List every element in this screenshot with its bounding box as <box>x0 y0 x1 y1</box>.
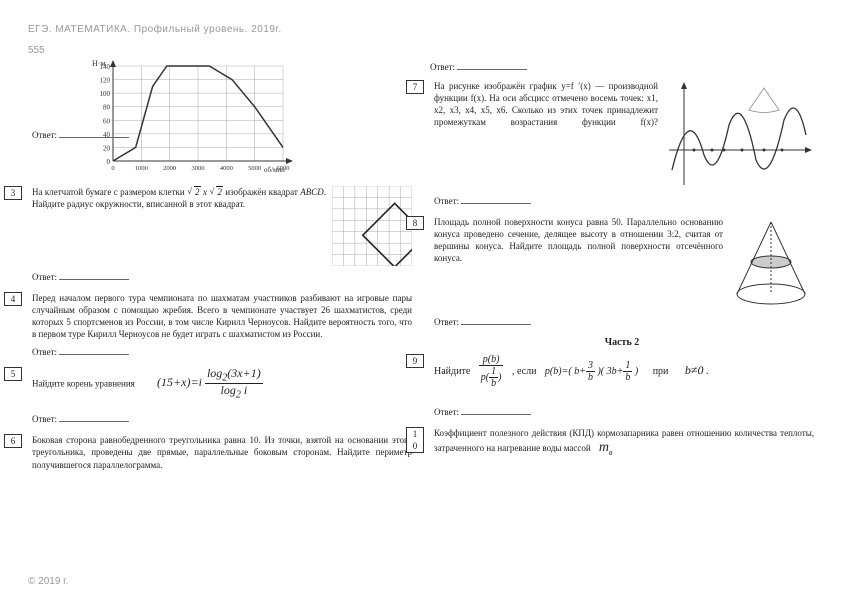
q8-answer: Ответ: <box>434 317 814 327</box>
part2-heading: Часть 2 <box>430 337 814 348</box>
svg-text:3000: 3000 <box>192 165 205 172</box>
q10-text: Коэффициент полезного действия (КПД) кор… <box>434 427 814 459</box>
torque-chart: Н·м 140120100806040200010002000300040005… <box>88 56 298 176</box>
q3-answer: Ответ: <box>32 272 412 282</box>
svg-text:20: 20 <box>103 144 111 152</box>
svg-text:80: 80 <box>103 104 111 112</box>
q3-number: 3 <box>4 186 22 200</box>
q6-number: 6 <box>4 434 22 448</box>
content-columns: Н·м 140120100806040200010002000300040005… <box>28 56 814 556</box>
q7-block: 7 На рисунке изображён график y=f ′(x <box>430 80 814 206</box>
q5-text: Найдите корень уравнения (15+x)=i log2(3… <box>32 367 412 401</box>
q3-block: 3 На клетчатой бумаге с размером клетки … <box>28 186 412 282</box>
q4-text: Перед началом первого тура чемпионата по… <box>32 292 412 341</box>
q10-block: 10 Коэффициент полезного действия (КПД) … <box>430 427 814 459</box>
svg-text:140: 140 <box>100 63 111 71</box>
svg-text:60: 60 <box>103 117 111 125</box>
q7-graph <box>664 80 814 190</box>
svg-text:120: 120 <box>100 77 111 85</box>
page-footer: © 2019 г. <box>28 576 68 587</box>
right-column: Ответ: 7 На рисунке <box>430 56 814 556</box>
q5-block: 5 Найдите корень уравнения (15+x)=i log2… <box>28 367 412 425</box>
q5-number: 5 <box>4 367 22 381</box>
answer-line-pre3: Ответ: <box>32 130 129 140</box>
q9-block: 9 Найдите p(b) p(1b) , если p(b)=( b+3b … <box>430 354 814 417</box>
q6-text: Боковая сторона равнобедренного треуголь… <box>32 434 412 470</box>
svg-text:0: 0 <box>111 165 114 172</box>
q8-cone <box>729 216 814 311</box>
left-column: Н·м 140120100806040200010002000300040005… <box>28 56 412 556</box>
q5-answer: Ответ: <box>32 414 412 424</box>
svg-text:4000: 4000 <box>220 165 233 172</box>
q6-block: 6 Боковая сторона равнобедренного треуго… <box>28 434 412 470</box>
q8-block: 8 Площадь полной поверхности конуса равн… <box>430 216 814 327</box>
answer-top-right: Ответ: <box>430 62 814 72</box>
page-header: ЕГЭ. МАТЕМАТИКА. Профильный уровень. 201… <box>28 24 814 35</box>
svg-text:1000: 1000 <box>135 165 148 172</box>
page-number: 555 <box>28 45 814 56</box>
q3-diamond-figure <box>332 186 412 266</box>
q4-answer: Ответ: <box>32 347 412 357</box>
chart-block: Н·м 140120100806040200010002000300040005… <box>28 56 412 176</box>
q8-number: 8 <box>406 216 424 230</box>
q9-answer: Ответ: <box>434 407 814 417</box>
svg-text:0: 0 <box>107 158 111 166</box>
svg-text:2000: 2000 <box>163 165 176 172</box>
q10-number: 10 <box>406 427 424 453</box>
q4-block: 4 Перед началом первого тура чемпионата … <box>28 292 412 357</box>
q9-text: Найдите p(b) p(1b) , если p(b)=( b+3b )(… <box>434 354 814 389</box>
q7-number: 7 <box>406 80 424 94</box>
q4-number: 4 <box>4 292 22 306</box>
q9-number: 9 <box>406 354 424 368</box>
svg-text:об/мин: об/мин <box>264 166 285 174</box>
q7-answer: Ответ: <box>434 196 814 206</box>
svg-text:5000: 5000 <box>248 165 261 172</box>
svg-text:100: 100 <box>100 90 111 98</box>
